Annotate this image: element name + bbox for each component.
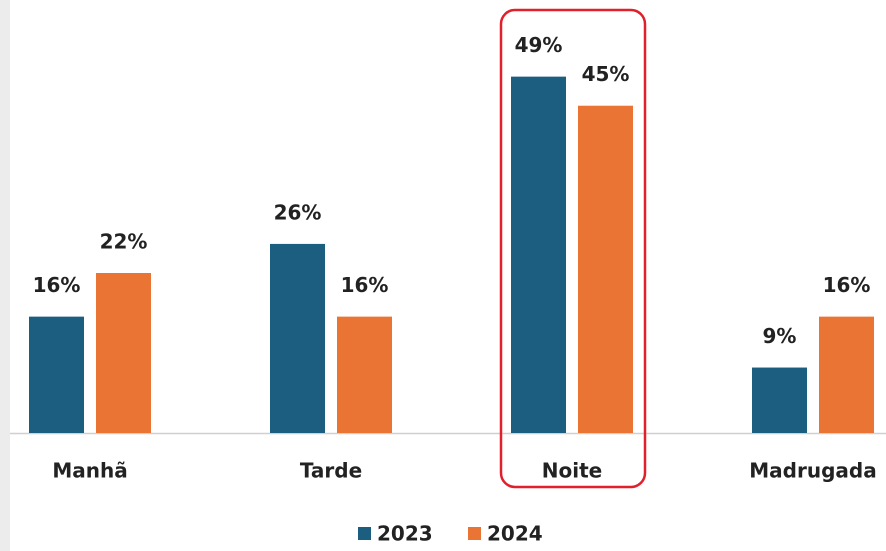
legend-swatch [468,527,481,540]
data-label: 9% [763,324,797,348]
highlight-box [499,8,647,489]
data-label: 26% [274,200,322,224]
data-label: 16% [33,273,81,297]
x-tick-label: Manhã [52,459,127,483]
x-tick-label: Noite [542,459,602,483]
data-label: 16% [341,273,389,297]
bar [819,316,874,433]
bar [96,273,151,433]
bar [337,316,392,433]
bar [29,316,84,433]
bar [511,76,566,434]
data-label: 16% [823,273,871,297]
bar [270,243,325,433]
x-tick-label: Madrugada [749,459,876,483]
bar [578,105,633,434]
side-strip [0,0,10,551]
legend-label: 2024 [487,522,543,546]
legend-label: 2023 [377,522,433,546]
data-label: 49% [515,33,563,57]
data-label: 45% [582,62,630,86]
bar [752,367,807,433]
x-tick-label: Tarde [300,459,362,483]
data-label: 22% [100,230,148,254]
legend-swatch [358,527,371,540]
